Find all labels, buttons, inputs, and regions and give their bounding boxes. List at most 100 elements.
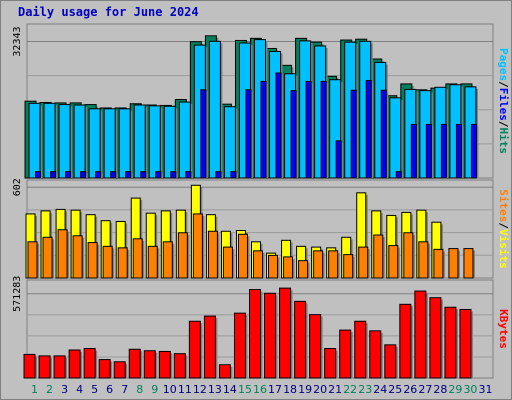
files-bar xyxy=(215,171,222,179)
x-tick-label: 9 xyxy=(151,383,158,396)
legend-segment: Pages xyxy=(497,48,510,81)
sites-bar xyxy=(358,246,369,279)
pages-bar xyxy=(163,105,176,179)
sites-bar xyxy=(448,248,459,279)
x-tick-label: 23 xyxy=(358,383,372,396)
sites-bar xyxy=(132,238,143,279)
files-bar xyxy=(65,171,72,179)
kbytes-bar xyxy=(218,364,231,379)
pages-bar xyxy=(73,104,86,179)
x-tick-label: 12 xyxy=(193,383,207,396)
sites-bar xyxy=(162,241,173,279)
pages-bar xyxy=(118,108,131,179)
files-bar xyxy=(305,80,312,179)
x-tick-label: 3 xyxy=(61,383,68,396)
files-bar xyxy=(320,80,327,179)
sites-bar xyxy=(57,229,68,279)
legend-segment: Files xyxy=(497,88,510,121)
files-bar xyxy=(155,171,162,179)
sites-bar xyxy=(268,254,279,279)
sites-bar xyxy=(418,241,429,279)
files-bar xyxy=(335,140,342,179)
files-bar xyxy=(395,171,402,179)
kbytes-bar xyxy=(38,355,51,379)
pages-bar xyxy=(148,105,161,179)
files-bar xyxy=(260,80,267,179)
visits-sites-legend-label: Sites/Visits xyxy=(497,189,510,269)
sites-bar xyxy=(433,248,444,279)
sites-bar xyxy=(313,250,324,279)
x-tick-label: 18 xyxy=(283,383,297,396)
files-bar xyxy=(290,90,297,179)
legend-segment: Visits xyxy=(497,229,510,269)
sites-bar xyxy=(463,248,474,279)
kbytes-bar xyxy=(459,308,472,379)
chart-title: Daily usage for June 2024 xyxy=(18,5,199,19)
x-tick-label: 26 xyxy=(403,383,417,396)
files-bar xyxy=(470,123,477,179)
kbytes-bar xyxy=(173,353,186,379)
kbytes-bar xyxy=(83,348,96,379)
legend-segment: Sites xyxy=(497,189,510,222)
sites-bar xyxy=(283,256,294,279)
kbytes-bar xyxy=(53,355,66,379)
files-bar xyxy=(185,171,192,179)
sites-bar xyxy=(87,242,98,279)
x-tick-label: 10 xyxy=(163,383,177,396)
kbytes-bar xyxy=(399,303,412,379)
sites-bar xyxy=(192,213,203,279)
sites-bar xyxy=(343,254,354,279)
files-bar xyxy=(230,171,237,179)
kbytes-legend-label: KBytes xyxy=(497,309,510,349)
files-bar xyxy=(110,171,117,179)
x-tick-label: 21 xyxy=(328,383,342,396)
files-bar xyxy=(410,123,417,179)
x-tick-label: 1 xyxy=(31,383,38,396)
x-tick-label: 16 xyxy=(253,383,267,396)
kbytes-bar xyxy=(23,353,36,379)
kbytes-bar xyxy=(233,312,246,379)
kbytes-bar xyxy=(444,306,457,379)
x-tick-label: 17 xyxy=(268,383,282,396)
x-tick-label: 20 xyxy=(313,383,327,396)
pages-bar xyxy=(43,102,56,179)
kbytes-bar xyxy=(188,320,201,379)
pages-bar xyxy=(28,102,41,179)
sites-bar xyxy=(388,245,399,279)
files-bar xyxy=(170,171,177,179)
pages-bar xyxy=(389,97,402,179)
sites-bar xyxy=(72,235,83,279)
sites-bar xyxy=(222,246,233,279)
kbytes-bar xyxy=(113,361,126,379)
kbytes-y-tick-label: 571283 xyxy=(12,276,23,312)
files-bar xyxy=(245,89,252,179)
files-bar xyxy=(140,171,147,179)
pages-bar xyxy=(58,104,71,179)
legend-segment: / xyxy=(497,121,510,128)
sites-bar xyxy=(27,241,38,279)
pages-bar xyxy=(223,106,236,179)
sites-bar xyxy=(177,232,188,279)
x-tick-label: 5 xyxy=(91,383,98,396)
kbytes-bar xyxy=(309,314,322,379)
files-bar xyxy=(50,171,57,179)
pages-bar xyxy=(133,104,146,179)
x-tick-label: 27 xyxy=(418,383,432,396)
x-tick-label: 28 xyxy=(433,383,447,396)
legend-segment: KBytes xyxy=(497,309,510,349)
kbytes-bar xyxy=(203,315,216,379)
x-tick-label: 13 xyxy=(208,383,222,396)
kbytes-bar xyxy=(143,350,156,379)
sites-bar xyxy=(373,234,384,279)
hits-files-pages-legend-label: Pages/Files/Hits xyxy=(497,48,510,154)
kbytes-bar xyxy=(354,320,367,379)
sites-bar xyxy=(42,236,53,279)
kbytes-bar xyxy=(98,359,111,379)
x-tick-label: 30 xyxy=(463,383,477,396)
x-tick-label: 11 xyxy=(178,383,192,396)
files-bar xyxy=(380,89,387,179)
kbytes-bar xyxy=(158,350,171,379)
kbytes-bar xyxy=(128,348,141,379)
files-bar xyxy=(125,171,132,179)
